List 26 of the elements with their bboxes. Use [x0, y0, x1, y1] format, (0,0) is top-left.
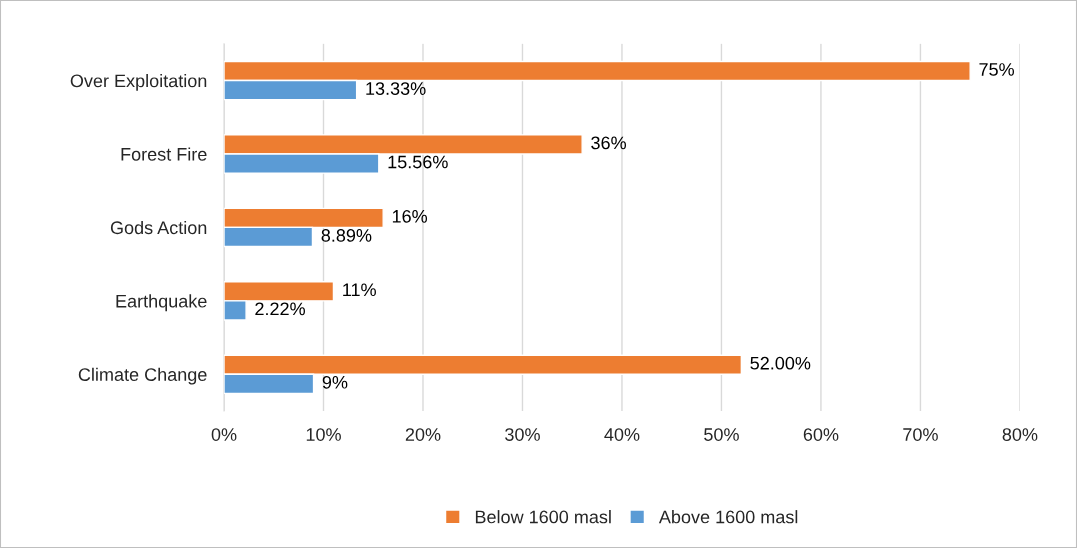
y-tick-label: Over Exploitation	[70, 74, 207, 91]
data-label: 52.00%	[750, 356, 811, 370]
x-tick-label: 40%	[604, 428, 640, 441]
x-tick-label: 30%	[505, 428, 540, 441]
data-label: 16%	[392, 209, 428, 223]
legend-label: Above 1600 masl	[658, 510, 798, 524]
data-label: 15.56%	[388, 155, 448, 169]
data-label: 36%	[591, 136, 626, 150]
x-tick-label: 50%	[704, 428, 739, 441]
x-tick-label: 0%	[211, 428, 237, 441]
y-tick-label: Gods Action	[110, 220, 207, 235]
data-label: 11%	[343, 283, 376, 297]
y-tick-label: Climate Change	[78, 367, 207, 385]
legend-label: Below 1600 masl	[475, 510, 611, 524]
y-tick-label: Forest Fire	[121, 147, 207, 161]
x-tick-label: 10%	[306, 428, 341, 441]
data-label: 13.33%	[366, 82, 426, 95]
x-tick-label: 20%	[405, 428, 441, 441]
x-tick-label: 60%	[803, 428, 839, 441]
data-label: 75%	[979, 63, 1014, 76]
y-tick-label: Earthquake	[116, 294, 207, 312]
data-label: 8.89%	[321, 229, 372, 242]
x-tick-label: 80%	[1002, 428, 1038, 441]
data-label: 2.22%	[255, 302, 305, 316]
x-tick-label: 70%	[903, 428, 938, 441]
data-label: 9%	[322, 375, 348, 389]
